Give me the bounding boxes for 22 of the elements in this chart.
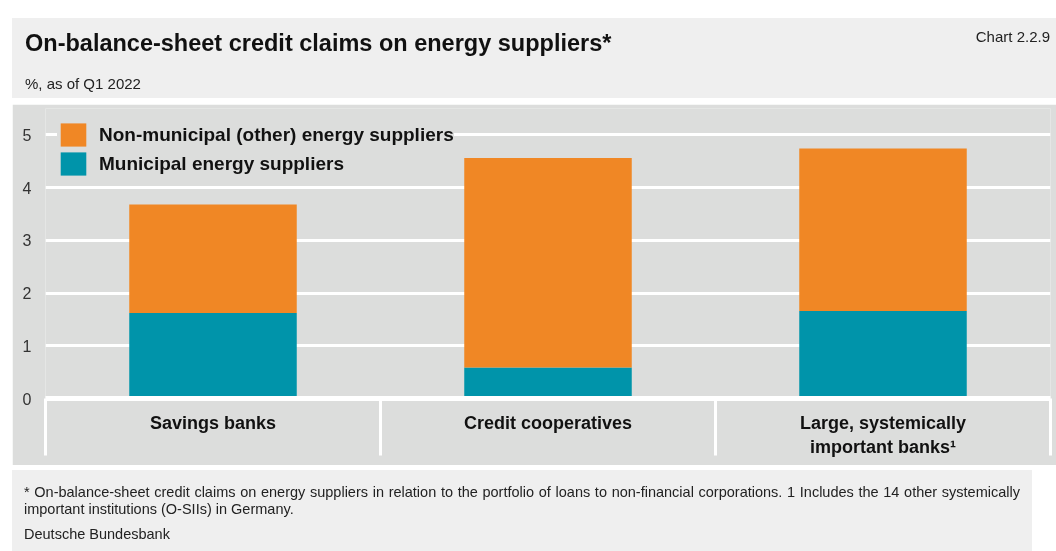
y-tick-label: 3: [22, 232, 32, 250]
text: * On-balance-sheet credit claims on energy suppliers in relation to the portfolio of loans to non-financial corporations. 1 Includes the 14 other systemically important institutions (O-SIIs) in Germany.: [24, 484, 1020, 518]
bar: [129, 313, 297, 399]
y-tick-label: 4: [22, 179, 32, 197]
bar: [129, 204, 297, 314]
chart-title: On-balance-sheet credit claims on energy suppliers*: [25, 29, 612, 58]
y-tick-label: 0: [22, 390, 32, 408]
y-tick-label: 2: [22, 285, 32, 303]
bar: [799, 148, 967, 311]
text: Deutsche Bundesbank: [24, 526, 171, 543]
x-tick-label: Savings banks: [149, 412, 277, 433]
bar: [464, 367, 632, 399]
y-tick-label: 1: [22, 337, 32, 355]
y-tick-label: 5: [22, 126, 32, 144]
x-tick-label: Large, systemically important banks¹: [799, 412, 967, 457]
bar: [799, 310, 967, 399]
chart-subtitle: %, as of Q1 2022: [25, 74, 141, 94]
bar: [464, 158, 632, 368]
legend-label: Non-municipal (other) energy suppliers: [99, 122, 454, 147]
legend-label: Municipal energy suppliers: [99, 151, 344, 176]
x-tick-label: Credit cooperatives: [463, 412, 633, 433]
caption: Chart 2.2.9: [975, 27, 1050, 47]
